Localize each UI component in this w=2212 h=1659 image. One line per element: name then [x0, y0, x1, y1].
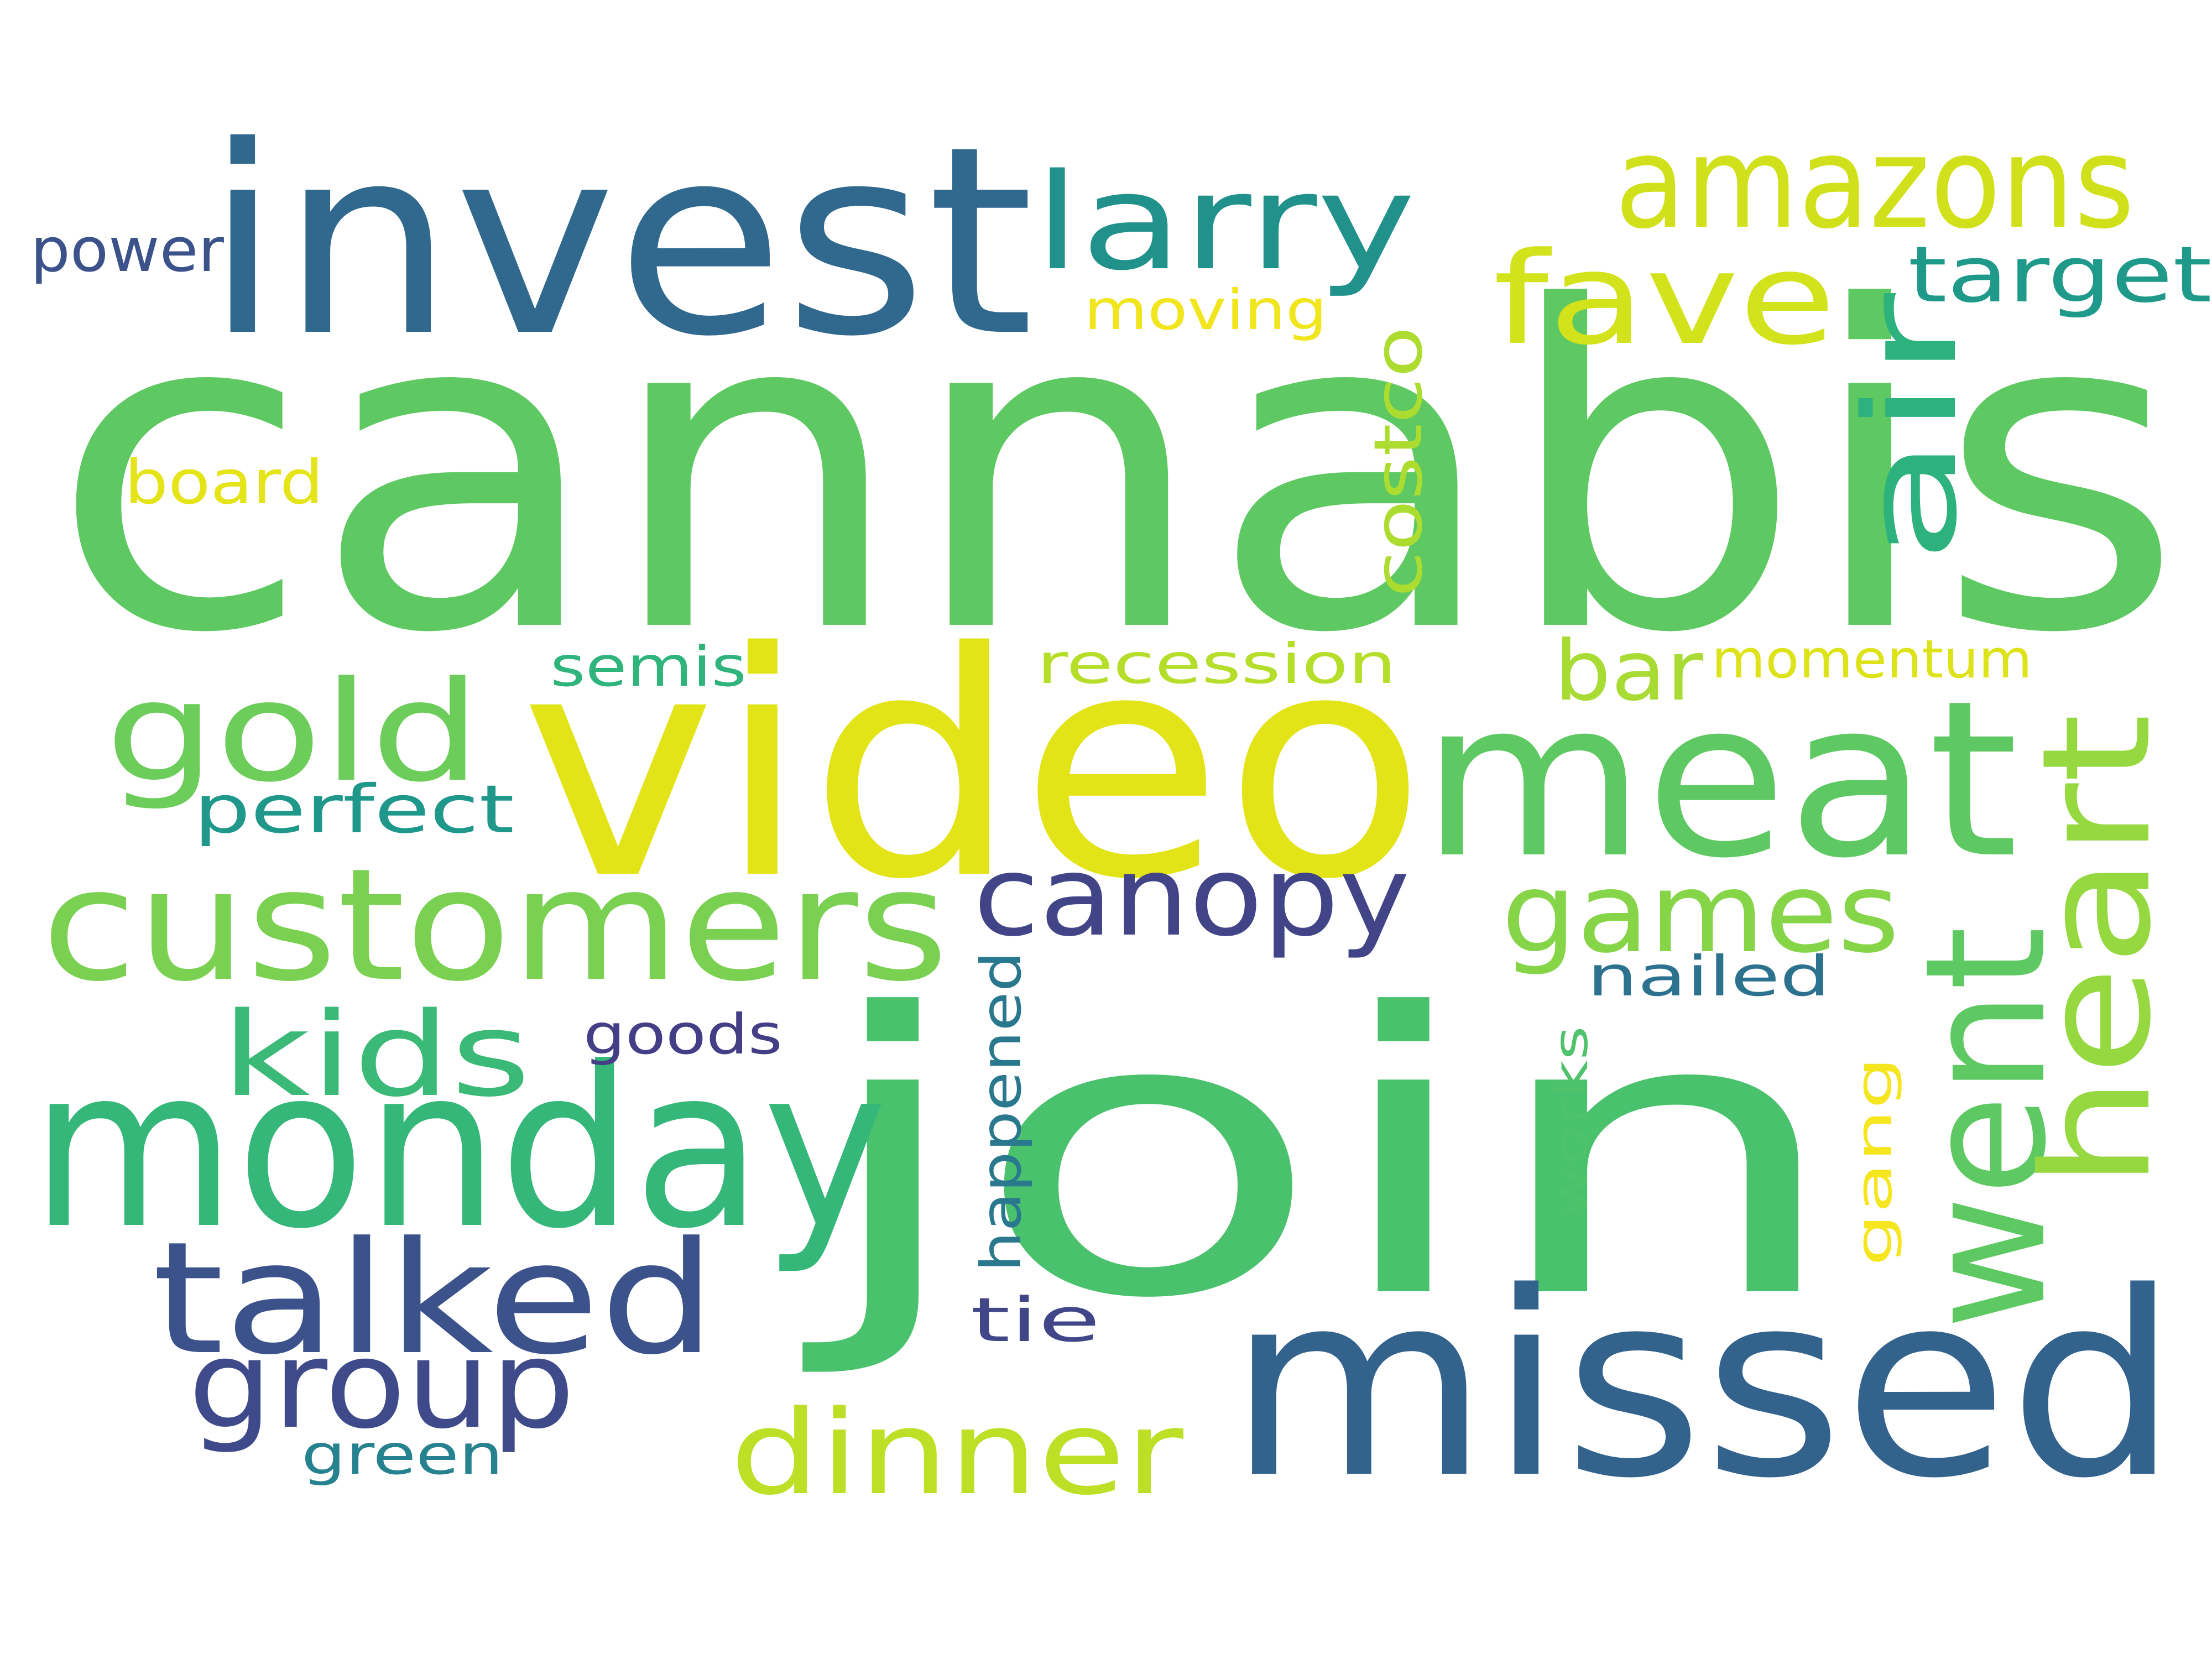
word-gang: gang [1845, 1056, 1903, 1266]
word-happened: happened [969, 951, 1034, 1272]
word-canopy: canopy [973, 832, 1410, 961]
word-perfect: perfect [194, 771, 514, 848]
word-works: works [1544, 1026, 1599, 1219]
word-fave: fave [1493, 226, 1836, 373]
word-video: video [520, 587, 1427, 947]
word-power: power [30, 215, 225, 285]
word-invest: invest [205, 91, 1034, 393]
word-games: games [1501, 849, 1900, 978]
word-bar: bar [1554, 623, 1703, 719]
word-went: went [1890, 926, 2083, 1330]
word-join: join [795, 932, 1847, 1383]
word-dinner: dinner [730, 1385, 1184, 1521]
word-costco: costco [1360, 326, 1437, 597]
word-talked: talked [152, 1209, 716, 1389]
word-group: group [188, 1314, 575, 1455]
word-meat: meat [1421, 654, 2018, 905]
word-kids: kids [221, 987, 531, 1123]
word-green: green [301, 1422, 503, 1487]
word-air: air [1838, 293, 1985, 564]
word-board: board [124, 447, 324, 518]
word-goods: goods [583, 1002, 782, 1067]
word-gold: gold [105, 651, 481, 812]
word-semis: semis [550, 634, 747, 699]
word-amazons: amazons [1615, 109, 2135, 257]
word-tie: tie [971, 1285, 1100, 1355]
word-customers: customers [41, 836, 948, 1016]
word-monday: monday [30, 1020, 888, 1277]
word-cannabis: cannabis [50, 214, 2184, 729]
word-recession: recession [1037, 632, 1396, 696]
word-missed: missed [1228, 1238, 2179, 1534]
word-nailed: nailed [1587, 944, 1830, 1009]
word-larry: larry [1034, 145, 1416, 300]
word-target: target [1908, 230, 2212, 320]
word-heart: heart [2010, 713, 2184, 1189]
word-momentum: momentum [1712, 629, 2032, 690]
word-moving: moving [1084, 278, 1327, 342]
